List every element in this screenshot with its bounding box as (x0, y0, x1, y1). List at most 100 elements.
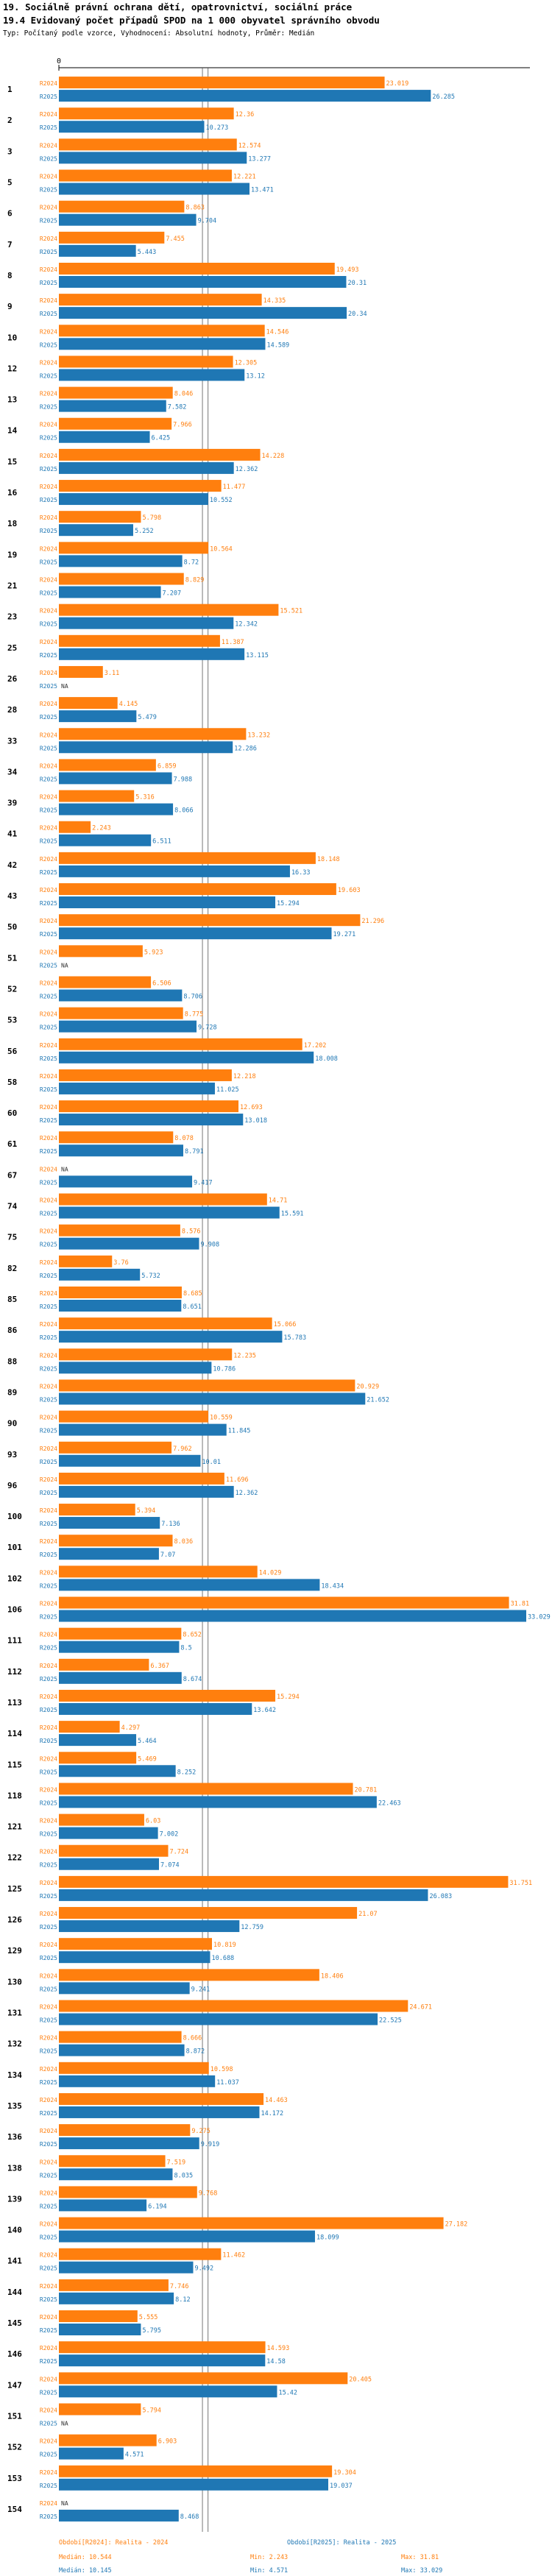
bar (59, 2372, 348, 2385)
category-label: 6 (7, 209, 13, 219)
series-label: R2024 (40, 1228, 57, 1235)
bar (59, 834, 152, 846)
bar-value-label: 5.923 (144, 949, 163, 956)
bar (59, 865, 290, 877)
bar (59, 2324, 141, 2336)
category-label: 85 (7, 1295, 17, 1304)
legend-r2024-title: Období[R2024]: Realita - 2024 (59, 2539, 169, 2547)
bar-value-label: 2.243 (92, 825, 111, 832)
legend-r2024-max: Max: 31.81 (401, 2554, 439, 2561)
bar-value-label: 27.182 (445, 2221, 468, 2229)
bar-value-label: 18.008 (315, 1055, 338, 1063)
series-label: R2025 (40, 1490, 57, 1496)
bar (59, 2509, 179, 2522)
category-label: 121 (7, 1822, 22, 1832)
bar-value-label: 26.083 (429, 1893, 452, 1900)
bar (59, 1610, 526, 1622)
series-label: R2025 (40, 962, 57, 969)
bar-value-label: 5.443 (138, 249, 157, 256)
series-label: R2024 (40, 1166, 57, 1172)
bar (59, 1007, 183, 1019)
bar (59, 369, 245, 381)
category-label: 140 (7, 2226, 22, 2235)
bar (59, 2447, 124, 2460)
bar (59, 2354, 266, 2367)
bar-value-label: 8.252 (177, 1769, 197, 1776)
bar (59, 294, 262, 306)
bar-value-label: 6.194 (148, 2203, 167, 2210)
bar (59, 121, 205, 133)
bar-value-label: 7.519 (167, 2159, 186, 2166)
series-label: R2025 (40, 1614, 57, 1621)
bar (59, 2106, 260, 2118)
series-label: R2024 (40, 670, 57, 676)
bar-value-label: 26.285 (432, 93, 455, 101)
bar-value-label: 10.786 (213, 1365, 236, 1373)
series-label: R2024 (40, 2190, 57, 2196)
bar (59, 586, 161, 598)
series-label: R2025 (40, 404, 57, 411)
series-label: R2024 (40, 1383, 57, 1390)
bar-value-label: 5.316 (135, 794, 155, 802)
series-label: R2024 (40, 1135, 57, 1142)
series-label: R2024 (40, 2376, 57, 2382)
series-label: R2025 (40, 372, 57, 379)
series-label: R2024 (40, 1446, 57, 1452)
bar (59, 852, 316, 864)
bar-value-label: 7.207 (163, 590, 182, 598)
series-label: R2024 (40, 1352, 57, 1359)
bar-value-label: 11.696 (226, 1476, 249, 1484)
bar-value-label: 8.872 (186, 2048, 205, 2056)
bar-value-label: 11.845 (228, 1428, 251, 1435)
bar-value-label: 8.775 (185, 1011, 204, 1019)
category-label: 2 (7, 116, 13, 125)
series-label: R2025 (40, 2389, 57, 2396)
bar-value-label: 31.751 (509, 1880, 532, 1887)
bar-value-label: 14.172 (261, 2110, 283, 2117)
series-label: R2024 (40, 2438, 57, 2445)
bar (59, 138, 237, 151)
na-label: NA (61, 2420, 68, 2427)
bar (59, 107, 234, 120)
bar (59, 617, 234, 629)
bar-value-label: 20.405 (349, 2376, 372, 2383)
bar (59, 1627, 182, 1640)
bar (59, 400, 166, 412)
bar (59, 2217, 444, 2229)
bar-value-label: 14.589 (266, 342, 289, 349)
series-label: R2025 (40, 2420, 57, 2427)
series-label: R2024 (40, 545, 57, 552)
category-label: 9 (7, 302, 13, 311)
bar (59, 2124, 191, 2137)
bar-value-label: 8.706 (183, 993, 202, 1000)
bar-value-label: 10.552 (210, 497, 233, 504)
bar-value-label: 12.362 (236, 1490, 258, 1497)
series-label: R2024 (40, 266, 57, 273)
bar (59, 741, 233, 754)
bar-value-label: 12.36 (236, 111, 255, 118)
series-label: R2025 (40, 1521, 57, 1527)
series-label: R2024 (40, 1290, 57, 1297)
bar-value-label: 12.305 (235, 359, 258, 367)
bar-value-label: 13.232 (247, 732, 270, 739)
bar (59, 1255, 113, 1267)
bar (59, 1504, 135, 1516)
bar (59, 493, 208, 506)
bar-value-label: 14.228 (262, 453, 285, 460)
series-label: R2025 (40, 1179, 57, 1186)
series-label: R2024 (40, 1755, 57, 1762)
series-label: R2025 (40, 1676, 57, 1682)
bar-value-label: 9.919 (201, 2141, 220, 2148)
series-label: R2024 (40, 1507, 57, 1514)
category-label: 1 (7, 85, 13, 94)
category-label: 51 (7, 953, 18, 963)
category-label: 144 (7, 2287, 22, 2297)
series-label: R2024 (40, 2066, 57, 2073)
bar (59, 2168, 173, 2181)
series-label: R2024 (40, 2314, 57, 2321)
bar (59, 1920, 240, 1933)
bar (59, 183, 250, 195)
category-label: 34 (7, 767, 18, 776)
bar-value-label: 14.58 (266, 2358, 286, 2366)
bar (59, 461, 234, 474)
